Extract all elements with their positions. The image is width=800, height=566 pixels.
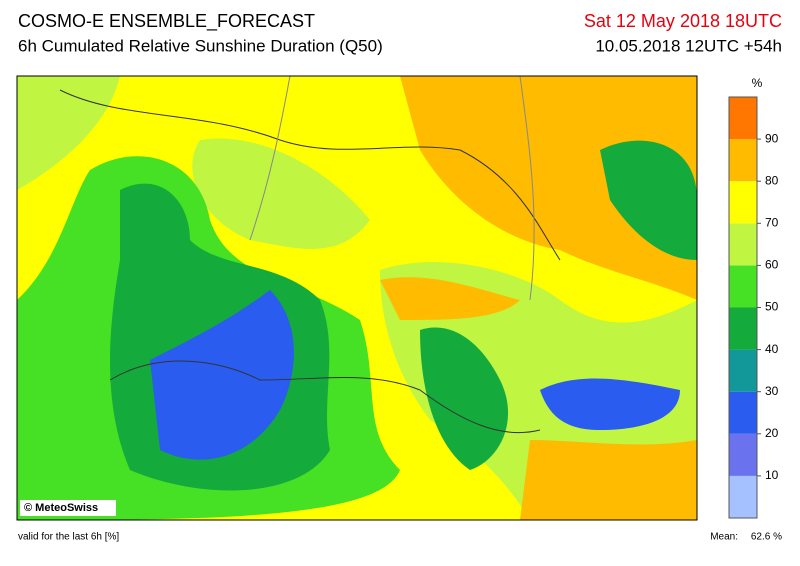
- legend-tick-label: 10: [765, 468, 779, 482]
- title: COSMO-E ENSEMBLE_FORECAST: [18, 11, 315, 32]
- legend-swatch: [729, 433, 757, 476]
- legend-swatch: [729, 265, 757, 308]
- field: [430, 76, 560, 140]
- legend-swatch: [729, 139, 757, 182]
- footer-note: valid for the last 6h [%]: [18, 532, 119, 543]
- valid-time: Sat 12 May 2018 18UTC: [584, 11, 782, 31]
- field: [420, 327, 509, 470]
- legend-tick-label: 70: [765, 215, 779, 229]
- run-time: 10.05.2018 12UTC +54h: [595, 36, 782, 55]
- legend-swatch: [729, 223, 757, 266]
- legend-swatch: [729, 97, 757, 140]
- border: [109, 360, 541, 434]
- legend-swatch: [729, 307, 757, 350]
- field: [380, 277, 520, 320]
- legend-tick-label: 90: [765, 131, 779, 145]
- map-frame: [16, 75, 698, 521]
- field: [150, 290, 294, 460]
- border: [249, 76, 535, 301]
- legend-unit: %: [752, 76, 763, 90]
- mean-value: 62.6 %: [751, 532, 782, 543]
- legend-tick-label: 80: [765, 173, 779, 187]
- subtitle: 6h Cumulated Relative Sunshine Duration …: [18, 36, 383, 55]
- legend-tick-label: 30: [765, 384, 779, 398]
- legend-swatch: [729, 181, 757, 224]
- legend: % 10 20 30 40 50 60 70 80 90: [728, 76, 779, 519]
- border: [59, 89, 561, 261]
- legend-swatch: [729, 475, 757, 518]
- legend-swatch: [729, 349, 757, 392]
- legend-tick-label: 40: [765, 342, 779, 356]
- mean-label: Mean:: [710, 532, 738, 543]
- legend-swatch: [729, 391, 757, 434]
- map: © MeteoSwiss: [16, 75, 698, 521]
- credit: © MeteoSwiss: [24, 502, 98, 514]
- field: [192, 138, 370, 249]
- field: [600, 140, 697, 260]
- field: [540, 378, 680, 430]
- legend-tick-label: 20: [765, 426, 779, 440]
- credit-box: [20, 500, 116, 516]
- legend-tick-label: 50: [765, 300, 779, 314]
- field: [17, 76, 120, 190]
- field: [520, 440, 697, 520]
- legend-tick-label: 60: [765, 258, 779, 272]
